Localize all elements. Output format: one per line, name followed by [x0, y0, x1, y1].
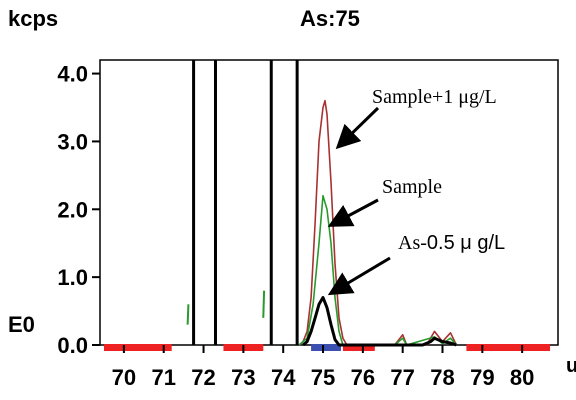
x-tick-label-10: 80 — [510, 365, 534, 390]
series-line-0 — [298, 99, 458, 346]
baseline-band-4 — [466, 344, 551, 351]
y-tick-label-2: 2.0 — [57, 197, 88, 222]
x-tick-label-5: 75 — [311, 365, 335, 390]
x-tick-label-2: 72 — [191, 365, 215, 390]
spike-shoulder-1 — [262, 290, 266, 318]
x-tick-label-0: 70 — [112, 365, 136, 390]
annotation-label-2: As-0.5 μ g/L — [398, 232, 505, 254]
annotation-label-1: Sample — [382, 176, 442, 198]
y-exponent-label: E0 — [8, 312, 35, 337]
series-line-2 — [302, 296, 457, 347]
x-tick-label-7: 77 — [390, 365, 414, 390]
y-axis-label: kcps — [8, 6, 58, 31]
spike-shoulder-0 — [186, 304, 190, 325]
annotation-text-1: Sample — [382, 176, 442, 198]
annotation-number-2: 0.5 — [427, 232, 455, 254]
series-line-1 — [298, 194, 458, 346]
x-tick-label-4: 74 — [271, 365, 296, 390]
y-tick-label-4: 4.0 — [57, 62, 88, 87]
x-tick-label-8: 78 — [430, 365, 454, 390]
x-tick-label-6: 76 — [351, 365, 375, 390]
x-tick-label-1: 71 — [151, 365, 175, 390]
baseline-band-0 — [103, 344, 172, 351]
chart-title: As:75 — [300, 6, 360, 31]
y-tick-label-0: 0.0 — [57, 333, 88, 358]
y-tick-label-3: 3.0 — [57, 129, 88, 154]
annotation-arrow-1 — [327, 198, 379, 227]
annotation-arrow-0 — [335, 106, 380, 150]
annotation-text-0: Sample+1 μg/L — [372, 86, 497, 108]
annotations: Sample+1 μg/L Sample As-0.5 μ g/L — [327, 86, 505, 296]
baseline-band-3 — [342, 344, 375, 351]
series-lines — [298, 99, 458, 347]
annotation-label-0: Sample+1 μg/L — [372, 86, 497, 108]
annotation-text-2: As- — [398, 232, 427, 254]
x-tick-label-3: 73 — [231, 365, 255, 390]
y-tick-label-1: 1.0 — [57, 265, 88, 290]
x-axis-unit: u — [566, 355, 576, 377]
baseline-band-2 — [311, 344, 341, 351]
annotation-arrow-2 — [327, 256, 391, 296]
x-tick-label-9: 79 — [470, 365, 494, 390]
axis-ticks: 0.0 1.0 2.0 3.0 4.0 70 71 72 73 74 75 76 77 78 79 80 — [57, 62, 534, 390]
annotation-unit-2: μ g/L — [455, 232, 505, 254]
interference-spikes — [186, 60, 299, 345]
